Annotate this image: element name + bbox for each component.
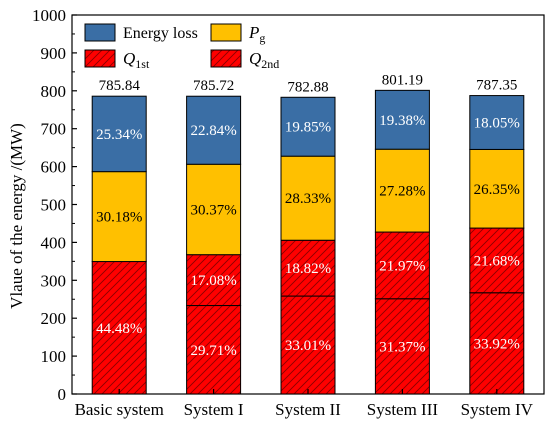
data-label: 21.68% (474, 253, 520, 269)
bar-segment (469, 95, 525, 150)
data-label: 27.28% (379, 184, 425, 200)
bar-segment (469, 227, 525, 294)
total-label: 782.88 (287, 79, 328, 95)
bar-segment (374, 231, 430, 300)
x-tick-label: Basic system (75, 400, 164, 419)
data-label: 28.33% (285, 191, 331, 207)
data-label: 19.85% (285, 120, 331, 136)
bar-segment (186, 163, 242, 256)
x-tick-label: System II (275, 400, 341, 419)
data-label: 33.92% (474, 336, 520, 352)
x-tick-label: System I (184, 400, 244, 419)
bar-segment (374, 148, 430, 233)
legend-label: Pg (248, 23, 265, 45)
legend-label: Q1st (123, 49, 150, 71)
total-label: 785.84 (99, 78, 141, 94)
legend-swatch (84, 23, 116, 42)
bar-segment (374, 89, 430, 150)
bar-segment (186, 305, 242, 395)
data-label: 17.08% (190, 273, 236, 289)
bar-segment (280, 295, 336, 395)
data-label: 31.37% (379, 339, 425, 355)
data-label: 30.18% (96, 210, 142, 226)
y-tick-label: 400 (41, 233, 67, 252)
data-label: 19.38% (379, 113, 425, 129)
y-axis-title: Vlaue of the energy /(MW) (7, 123, 26, 309)
bar-segment (91, 95, 147, 173)
y-tick-label: 600 (41, 158, 67, 177)
total-label: 801.19 (382, 72, 423, 88)
y-tick-label: 700 (41, 120, 67, 139)
data-label: 22.84% (190, 123, 236, 139)
y-tick-label: 200 (41, 309, 67, 328)
bar-segment (469, 148, 525, 229)
data-label: 29.71% (190, 343, 236, 359)
y-tick-label: 800 (41, 82, 67, 101)
legend-swatch (84, 49, 116, 68)
legend-swatch (210, 49, 242, 68)
y-tick-label: 100 (41, 347, 67, 366)
data-label: 21.97% (379, 258, 425, 274)
data-label: 18.05% (474, 116, 520, 132)
x-tick-label: System IV (461, 400, 534, 419)
data-label: 33.01% (285, 338, 331, 354)
x-tick-label: System III (367, 400, 439, 419)
data-label: 25.34% (96, 127, 142, 143)
bar-segment (280, 155, 336, 241)
y-tick-label: 900 (41, 44, 67, 63)
bar-segment (280, 96, 336, 157)
bar-segment (186, 95, 242, 165)
bar-segment (469, 292, 525, 395)
bar-segment (186, 254, 242, 307)
y-tick-label: 0 (58, 385, 67, 404)
legend-label: Energy loss (123, 25, 198, 42)
data-label: 18.82% (285, 261, 331, 277)
data-label: 26.35% (474, 182, 520, 198)
plot-area: 0 100 200 300 400 500 600 700 800 900 1000 44.48% 30… (32, 6, 545, 419)
y-tick-label: 1000 (32, 6, 66, 25)
data-label: 44.48% (96, 321, 142, 337)
y-tick-label: 500 (41, 196, 67, 215)
y-tick-label: 300 (41, 271, 67, 290)
legend-swatch (210, 23, 242, 42)
total-label: 787.35 (476, 78, 517, 94)
bar-segment (280, 239, 336, 297)
data-label: 30.37% (190, 202, 236, 218)
legend-label: Q2nd (249, 49, 279, 71)
total-label: 785.72 (193, 78, 234, 94)
